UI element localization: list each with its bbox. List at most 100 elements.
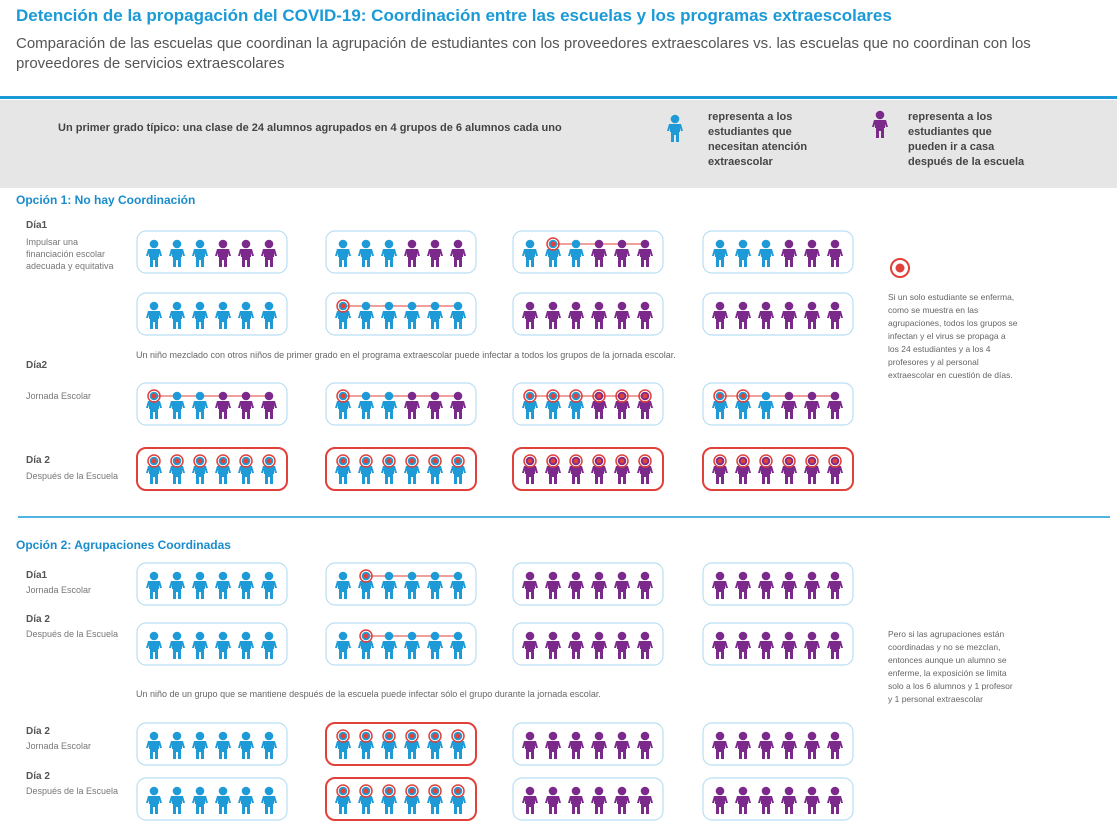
student bbox=[169, 581, 185, 599]
infection-ring bbox=[615, 454, 629, 468]
infection-ring bbox=[147, 389, 161, 403]
student bbox=[335, 796, 351, 814]
student bbox=[735, 641, 751, 659]
student-head bbox=[830, 391, 840, 401]
student-head bbox=[761, 391, 771, 401]
group-box bbox=[702, 292, 854, 336]
student bbox=[192, 401, 208, 419]
student bbox=[827, 641, 843, 659]
infection-dot bbox=[266, 458, 272, 464]
student bbox=[872, 120, 888, 138]
student bbox=[381, 466, 397, 484]
student bbox=[261, 249, 277, 267]
student-head bbox=[407, 571, 417, 581]
student-head bbox=[149, 631, 159, 641]
student-head bbox=[784, 631, 794, 641]
group-box bbox=[136, 622, 288, 666]
student-head bbox=[264, 391, 274, 401]
student bbox=[637, 741, 653, 759]
student bbox=[804, 741, 820, 759]
student bbox=[450, 249, 466, 267]
infection-dot bbox=[832, 458, 838, 464]
student-head bbox=[149, 731, 159, 741]
student bbox=[427, 796, 443, 814]
student bbox=[568, 796, 584, 814]
infection-dot bbox=[363, 788, 369, 794]
student-head bbox=[617, 631, 627, 641]
student-head bbox=[807, 631, 817, 641]
student-head bbox=[264, 731, 274, 741]
student bbox=[404, 581, 420, 599]
student-head bbox=[195, 301, 205, 311]
group-box bbox=[325, 292, 477, 336]
student-head bbox=[218, 391, 228, 401]
student-head bbox=[149, 571, 159, 581]
student bbox=[735, 581, 751, 599]
student bbox=[804, 311, 820, 329]
day-desc: Jornada Escolar bbox=[26, 391, 92, 401]
infection-ring bbox=[451, 784, 465, 798]
infection-ring bbox=[239, 454, 253, 468]
student bbox=[261, 581, 277, 599]
infection-dot bbox=[340, 733, 346, 739]
group-box bbox=[702, 777, 854, 821]
group-box bbox=[325, 230, 477, 274]
student bbox=[735, 311, 751, 329]
student bbox=[712, 641, 728, 659]
student bbox=[404, 249, 420, 267]
infection-dot bbox=[550, 241, 556, 247]
student bbox=[545, 581, 561, 599]
title: Detención de la propagación del COVID-19… bbox=[16, 6, 892, 25]
infection-dot bbox=[619, 393, 625, 399]
student bbox=[735, 741, 751, 759]
student bbox=[192, 641, 208, 659]
day-label: Día 2 bbox=[26, 726, 50, 737]
group-box bbox=[512, 777, 664, 821]
infection-ring bbox=[428, 454, 442, 468]
group-box bbox=[325, 562, 477, 606]
infection-dot bbox=[455, 733, 461, 739]
student bbox=[522, 741, 538, 759]
student-head bbox=[738, 731, 748, 741]
infection-ring bbox=[359, 569, 373, 583]
group-box bbox=[512, 562, 664, 606]
student bbox=[781, 311, 797, 329]
student bbox=[404, 741, 420, 759]
infection-ring bbox=[546, 389, 560, 403]
day-desc: Después de la Escuela bbox=[26, 471, 119, 481]
infection-ring bbox=[359, 784, 373, 798]
student-head bbox=[571, 786, 581, 796]
student bbox=[450, 581, 466, 599]
student bbox=[169, 249, 185, 267]
infection-ring bbox=[546, 454, 560, 468]
infection-dot bbox=[596, 458, 602, 464]
student bbox=[215, 796, 231, 814]
group-box bbox=[512, 382, 664, 426]
student bbox=[804, 796, 820, 814]
student bbox=[614, 311, 630, 329]
student bbox=[192, 741, 208, 759]
student bbox=[781, 581, 797, 599]
student-head bbox=[594, 786, 604, 796]
student bbox=[261, 311, 277, 329]
infection-dot bbox=[340, 458, 346, 464]
student-head bbox=[241, 301, 251, 311]
student-head bbox=[407, 631, 417, 641]
student-head bbox=[218, 301, 228, 311]
student-head bbox=[407, 301, 417, 311]
student-head bbox=[640, 786, 650, 796]
student-head bbox=[784, 391, 794, 401]
student-head bbox=[218, 571, 228, 581]
student bbox=[545, 796, 561, 814]
student bbox=[381, 796, 397, 814]
infection-dot bbox=[550, 393, 556, 399]
student-head bbox=[241, 631, 251, 641]
infection-dot bbox=[409, 788, 415, 794]
student bbox=[758, 796, 774, 814]
student bbox=[568, 741, 584, 759]
student bbox=[215, 311, 231, 329]
infection-ring bbox=[359, 629, 373, 643]
student-head bbox=[784, 786, 794, 796]
student-head bbox=[761, 631, 771, 641]
student bbox=[735, 796, 751, 814]
